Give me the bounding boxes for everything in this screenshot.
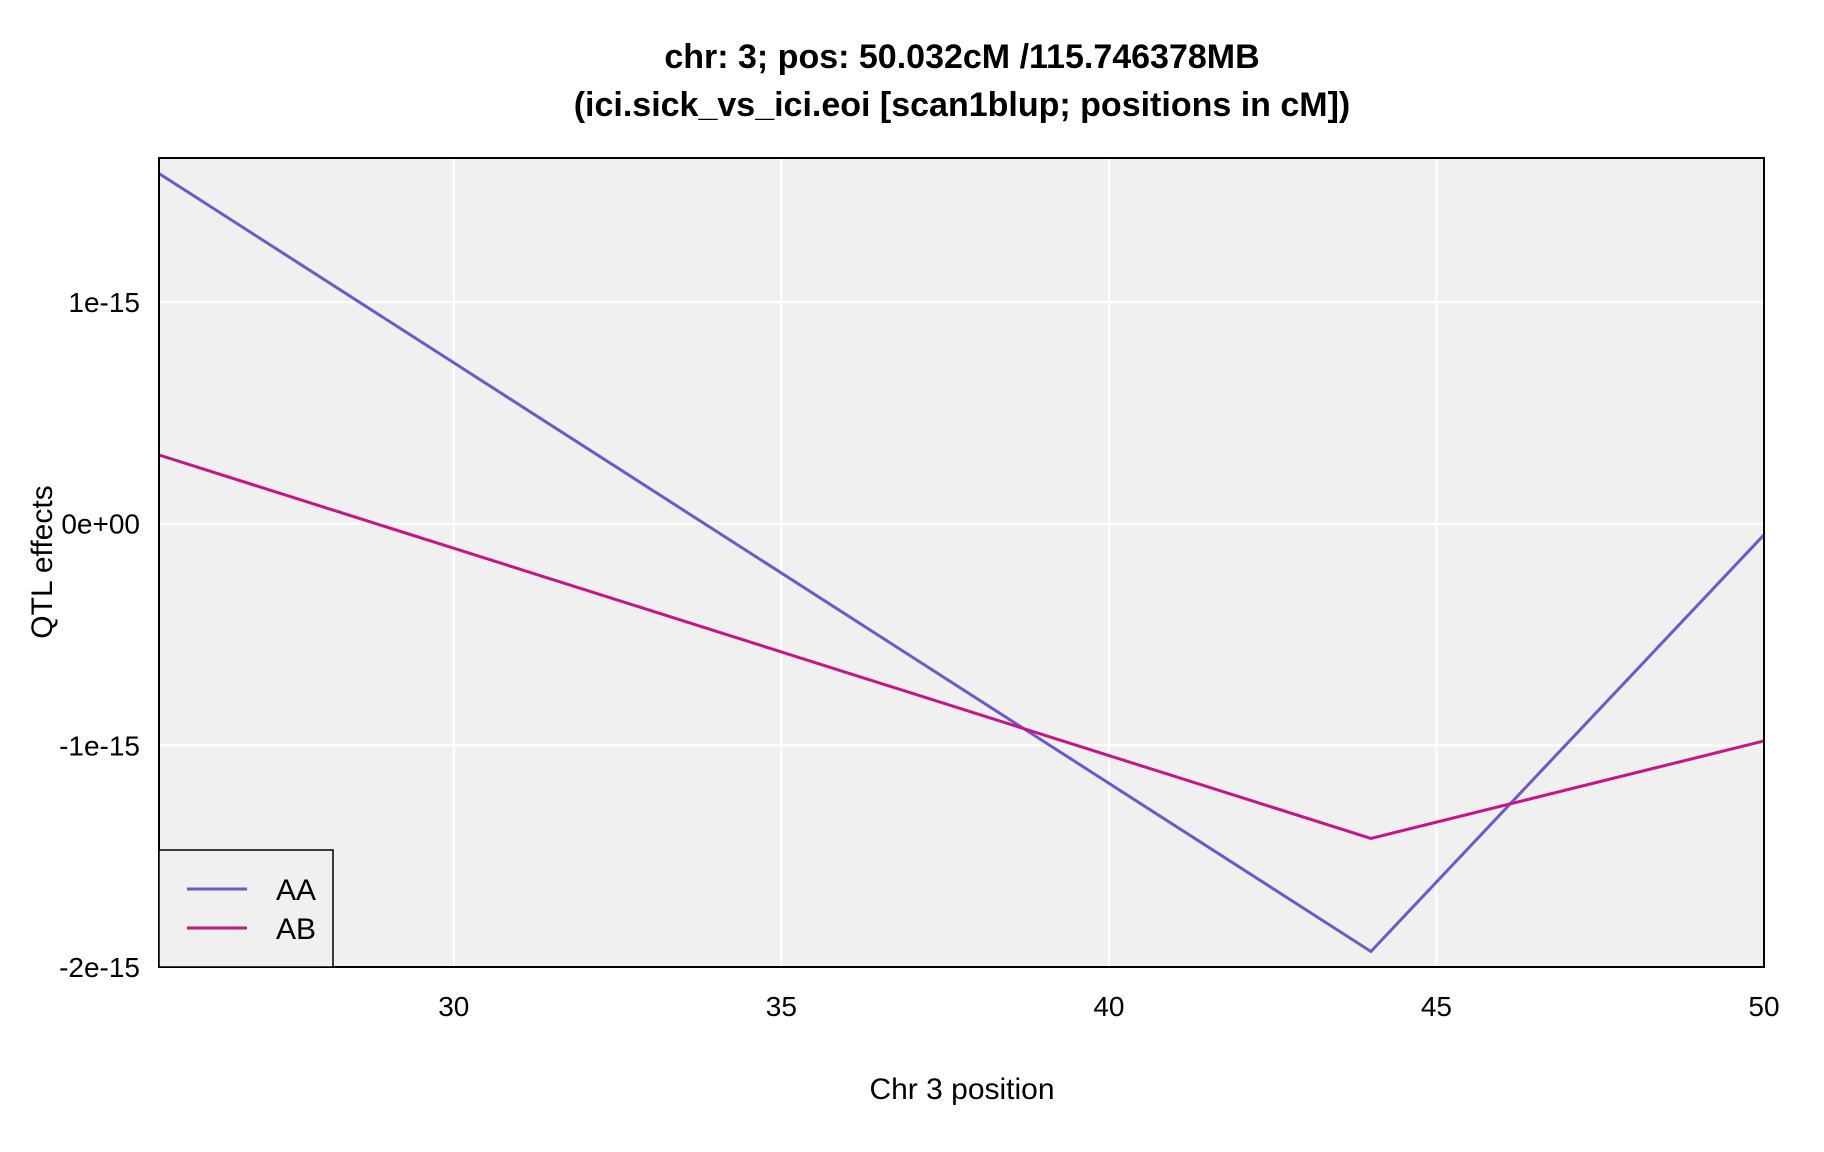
y-axis-label: QTL effects xyxy=(26,485,59,638)
y-tick-label: 1e-15 xyxy=(68,287,140,318)
legend-label-aa: AA xyxy=(276,874,316,907)
y-tick-label: -2e-15 xyxy=(59,952,140,983)
series-line-ab xyxy=(158,453,1765,841)
x-axis-label: Chr 3 position xyxy=(869,1073,1054,1106)
legend-label-ab: AB xyxy=(276,913,316,946)
plot-border xyxy=(158,157,1765,968)
x-tick-label: 45 xyxy=(1421,991,1452,1022)
grid-lines xyxy=(159,158,1764,967)
x-tick-label: 40 xyxy=(1093,991,1124,1022)
y-tick-label: 0e+00 xyxy=(61,509,140,540)
series-line-aa xyxy=(158,172,1766,954)
x-tick-label: 35 xyxy=(766,991,797,1022)
y-tick-label: -1e-15 xyxy=(59,730,140,761)
plot-background xyxy=(159,158,1764,967)
y-axis-ticks: 1e-15 0e+00 -1e-15 -2e-15 xyxy=(59,287,140,983)
x-axis-ticks: 30 35 40 45 50 xyxy=(438,991,1779,1022)
series-lines xyxy=(158,172,1766,954)
chart-title: chr: 3; pos: 50.032cM /115.746378MB xyxy=(664,38,1259,76)
x-tick-label: 50 xyxy=(1748,991,1779,1022)
legend-box xyxy=(158,849,334,968)
legend: AA AB xyxy=(158,849,334,968)
x-tick-label: 30 xyxy=(438,991,469,1022)
chart-subtitle: (ici.sick_vs_ici.eoi [scan1blup; positio… xyxy=(574,86,1351,124)
